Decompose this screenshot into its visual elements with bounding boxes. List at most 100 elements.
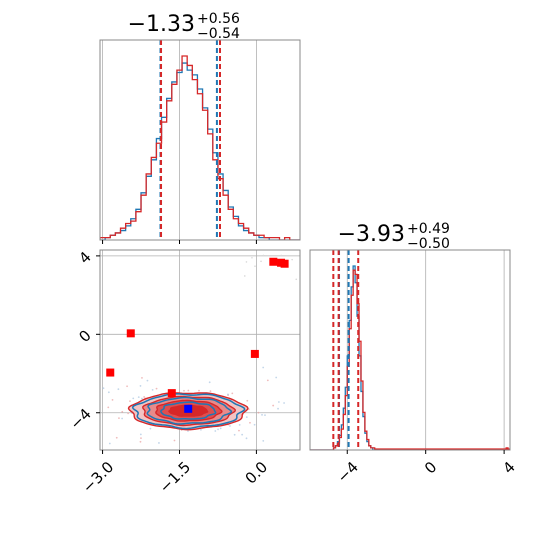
joint-sample-point <box>229 425 231 427</box>
joint-sample-point <box>277 401 280 403</box>
joint-sample-point <box>158 442 160 444</box>
joint-sample-point <box>121 410 124 413</box>
joint-red-marker <box>250 349 259 358</box>
joint-sample-point <box>127 412 130 415</box>
hist2-frame <box>309 249 511 451</box>
joint-blue-contour <box>160 401 217 420</box>
joint-sample-point <box>257 411 260 414</box>
joint-sample-point <box>107 406 110 409</box>
joint-blue-marker <box>184 404 193 413</box>
joint-sample-point <box>275 376 278 379</box>
joint-sample-point <box>200 428 202 431</box>
joint-sample-point <box>246 399 249 402</box>
joint-sample-point <box>89 400 91 402</box>
joint-sample-point <box>155 387 158 390</box>
joint-red-marker <box>106 368 115 377</box>
joint-sample-point <box>254 265 256 267</box>
joint-sample-point <box>146 379 149 382</box>
joint-sample-point <box>266 379 269 382</box>
joint-sample-point <box>262 254 265 257</box>
joint-sample-point <box>102 387 105 390</box>
joint-sample-point <box>261 413 263 416</box>
joint-sample-point <box>121 417 124 420</box>
joint-red-contour <box>127 392 249 431</box>
hist2-red-tail-bin <box>505 447 509 450</box>
joint-sample-point <box>141 376 143 379</box>
joint-sample-point <box>291 258 293 261</box>
hist2-title-value: −3.93 <box>338 222 405 247</box>
joint-sample-point <box>233 433 236 436</box>
joint-sample-point <box>139 440 142 443</box>
joint-frame <box>99 249 301 451</box>
joint-sample-point <box>219 427 222 430</box>
hist2-series-blue <box>310 265 379 450</box>
joint-sample-point <box>227 393 229 396</box>
joint-sample-point <box>95 408 97 410</box>
joint-sample-point <box>262 439 265 442</box>
joint-sample-point <box>107 391 110 394</box>
joint-sample-point <box>141 397 143 400</box>
joint-plot <box>86 250 300 450</box>
joint-xtick-label: −3.0 <box>79 458 117 496</box>
joint-sample-point <box>214 430 217 432</box>
joint-red-marker <box>269 257 278 266</box>
joint-sample-point <box>245 261 248 263</box>
hist2-title: −3.93 +0.49−0.50 <box>338 221 450 252</box>
joint-sample-point <box>209 390 212 393</box>
joint-sample-point <box>243 275 246 277</box>
joint-red-contour <box>142 395 236 427</box>
joint-xtick-label: −1.5 <box>156 458 194 496</box>
joint-sample-point <box>251 256 253 259</box>
joint-sample-point <box>132 397 135 400</box>
hist2-xtick-label: 0 <box>421 458 440 477</box>
joint-sample-point <box>198 389 200 392</box>
joint-sample-point <box>151 389 154 391</box>
joint-sample-point <box>149 427 152 430</box>
joint-ytick-label: 0 <box>75 326 94 345</box>
hist2-title-upper: +0.49 <box>407 221 450 237</box>
joint-sample-point <box>126 385 128 388</box>
joint-sample-point <box>262 366 265 369</box>
joint-sample-point <box>143 396 146 398</box>
hist2-plot <box>310 250 510 450</box>
joint-sample-point <box>241 433 244 436</box>
joint-sample-point <box>217 428 219 431</box>
hist2-series-red <box>310 269 379 450</box>
hist2-xtick-label: −4 <box>334 458 362 486</box>
hist1-series-red <box>100 55 300 240</box>
hist1-title: −1.33 +0.56−0.54 <box>128 11 240 42</box>
joint-sample-point <box>295 278 298 281</box>
joint-sample-point <box>253 423 256 426</box>
joint-sample-point <box>117 388 120 391</box>
joint-sample-point <box>272 404 275 407</box>
joint-sample-point <box>238 423 241 426</box>
joint-sample-point <box>115 436 118 439</box>
joint-sample-point <box>139 433 142 436</box>
joint-sample-point <box>264 414 266 417</box>
joint-sample-point <box>183 389 185 392</box>
joint-sample-point <box>86 407 88 409</box>
joint-sample-point <box>208 381 211 384</box>
joint-ytick-label: −4 <box>66 405 94 433</box>
hist1-plot <box>100 40 300 240</box>
hist1-series-blue <box>100 62 300 240</box>
joint-blue-contour <box>146 396 233 425</box>
joint-red-marker <box>167 389 176 398</box>
joint-sample-point <box>187 389 190 392</box>
hist1-title-value: −1.33 <box>128 12 195 37</box>
joint-sample-point <box>249 421 251 424</box>
joint-sample-point <box>245 416 248 419</box>
joint-sample-point <box>173 439 176 442</box>
joint-xtick-label: 0.0 <box>242 458 272 488</box>
joint-sample-point <box>245 437 248 440</box>
joint-sample-point <box>283 402 285 404</box>
joint-sample-point <box>280 254 283 257</box>
hist1-title-upper: +0.56 <box>197 11 240 27</box>
joint-sample-point <box>277 407 279 410</box>
joint-red-marker <box>126 329 135 338</box>
joint-sample-point <box>139 385 142 387</box>
joint-sample-point <box>118 417 120 420</box>
joint-blue-contour <box>131 393 246 430</box>
joint-sample-point <box>137 396 140 399</box>
